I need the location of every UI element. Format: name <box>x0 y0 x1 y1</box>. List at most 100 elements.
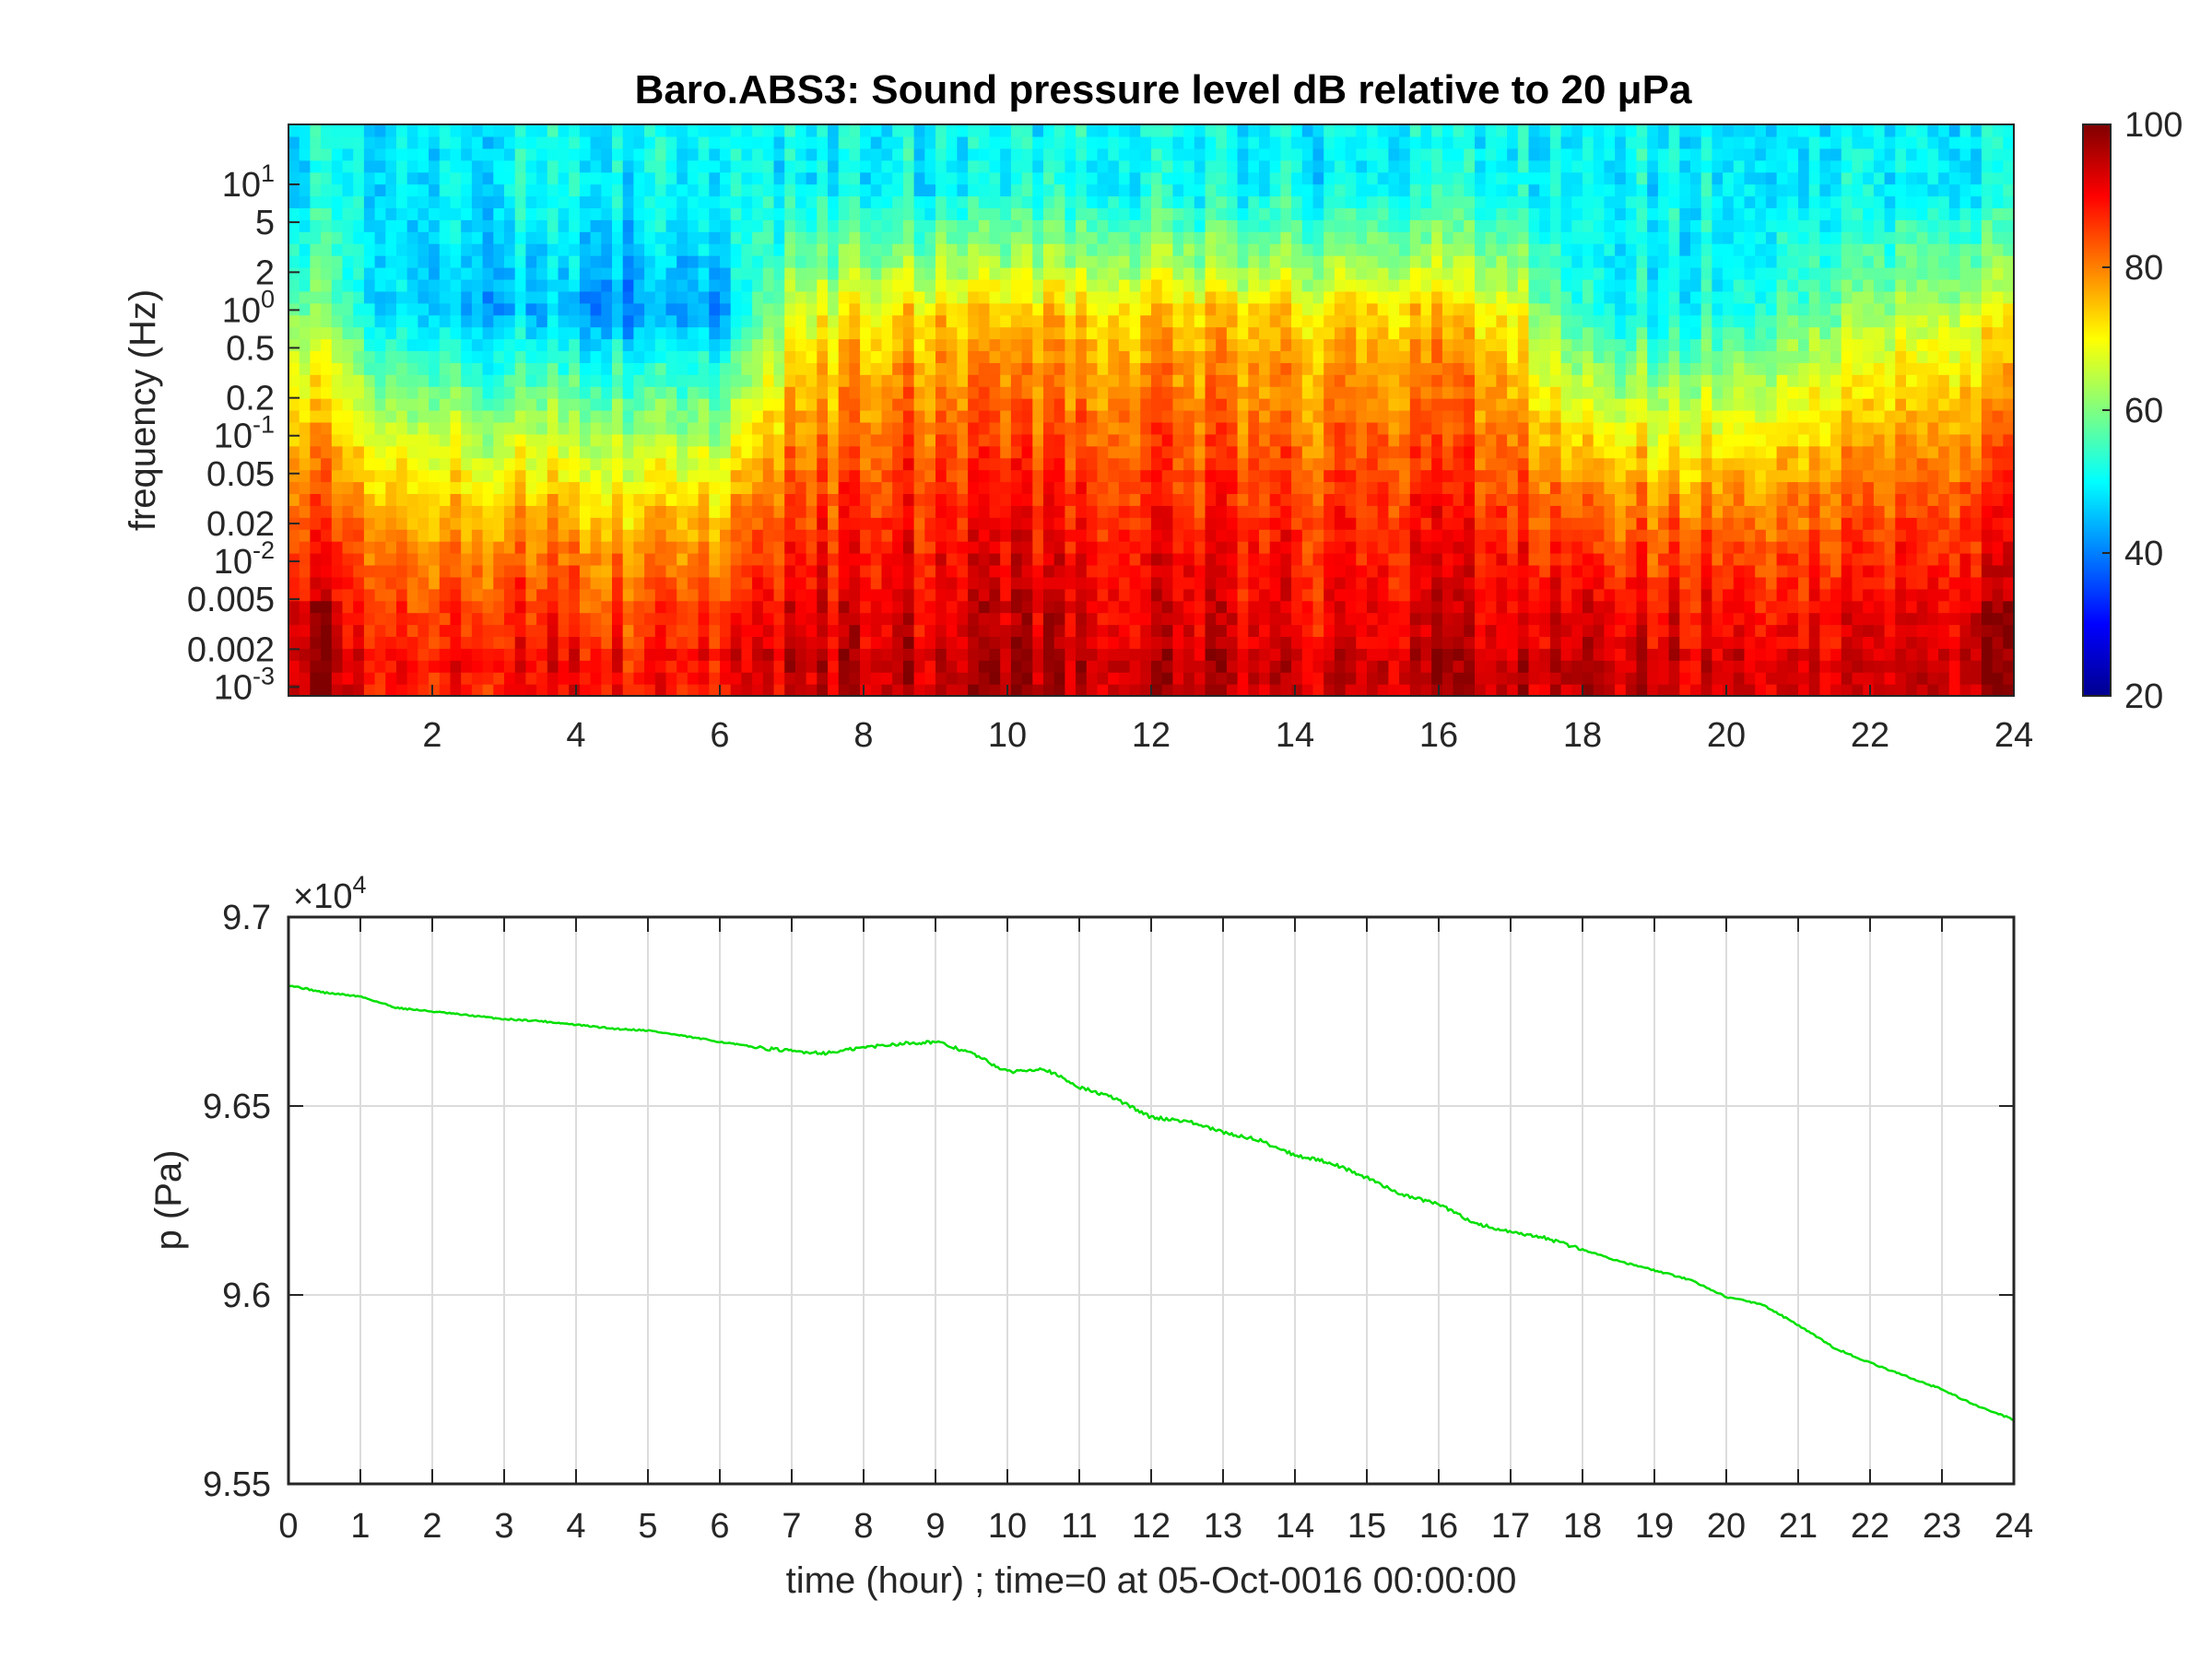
heatmap-cell <box>482 374 494 387</box>
heatmap-cell <box>838 648 850 661</box>
heatmap-cell <box>471 326 484 340</box>
heatmap-cell <box>978 195 991 209</box>
heatmap-cell <box>385 314 397 328</box>
heatmap-cell <box>1172 183 1184 197</box>
heatmap-cell <box>504 267 516 280</box>
heatmap-cell <box>698 588 710 602</box>
heatmap-cell <box>828 362 840 375</box>
heatmap-cell <box>1076 421 1088 435</box>
heatmap-cell <box>946 493 958 506</box>
heatmap-cell <box>817 243 829 256</box>
heatmap-cell <box>741 338 753 352</box>
heatmap-cell <box>461 457 473 471</box>
heatmap-cell <box>1388 290 1400 304</box>
heatmap-cell <box>579 600 592 614</box>
heatmap-cell <box>1172 147 1184 161</box>
heatmap-cell <box>1032 171 1044 185</box>
heatmap-cell <box>806 469 818 483</box>
heatmap-cell <box>601 576 613 590</box>
heatmap-cell <box>1237 255 1249 268</box>
heatmap-cell <box>709 410 721 423</box>
heatmap-cell <box>288 553 300 566</box>
heatmap-cell <box>1086 505 1099 518</box>
heatmap-cell <box>622 243 634 256</box>
heatmap-cell <box>902 159 915 173</box>
heatmap-cell <box>806 505 818 518</box>
heatmap-cell <box>450 374 462 387</box>
heatmap-cell <box>1140 493 1152 506</box>
heatmap-cell <box>762 588 775 602</box>
heatmap-cell <box>1076 636 1088 649</box>
heatmap-cell <box>633 171 645 185</box>
heatmap-cell <box>902 529 915 542</box>
heatmap-cell <box>946 231 958 244</box>
heatmap-cell <box>569 171 581 185</box>
heatmap-cell <box>288 421 300 435</box>
heatmap-cell <box>299 410 311 423</box>
heatmap-cell <box>363 135 376 149</box>
heatmap-cell <box>687 374 700 387</box>
heatmap-cell <box>471 278 484 292</box>
heatmap-cell <box>924 684 936 697</box>
heatmap-cell <box>299 135 311 149</box>
heatmap-cell <box>514 564 526 578</box>
heatmap-cell <box>1237 207 1249 220</box>
heatmap-cell <box>429 576 441 590</box>
heatmap-cell <box>374 576 386 590</box>
heatmap-cell <box>817 410 829 423</box>
heatmap-cell <box>989 553 1001 566</box>
heatmap-cell <box>321 576 333 590</box>
heatmap-cell <box>794 124 807 137</box>
heatmap-cell <box>461 207 473 220</box>
heatmap-cell <box>342 278 354 292</box>
heatmap-cell <box>968 183 980 197</box>
heatmap-cell <box>806 564 818 578</box>
heatmap-cell <box>321 219 333 232</box>
heatmap-cell <box>525 290 537 304</box>
heatmap-cell <box>1172 231 1184 244</box>
heatmap-cell <box>1118 600 1131 614</box>
heatmap-cell <box>892 445 904 459</box>
heatmap-cell <box>1151 255 1163 268</box>
heatmap-cell <box>935 660 947 673</box>
heatmap-cell <box>1367 588 1379 602</box>
heatmap-cell <box>1086 147 1099 161</box>
heatmap-cell <box>978 481 991 495</box>
heatmap-cell <box>709 576 721 590</box>
heatmap-cell <box>1108 684 1120 697</box>
heatmap-cell <box>590 398 602 411</box>
heatmap-cell <box>838 684 850 697</box>
heatmap-cell <box>817 624 829 638</box>
heatmap-cell <box>946 588 958 602</box>
heatmap-cell <box>1226 421 1239 435</box>
heatmap-cell <box>1312 231 1324 244</box>
heatmap-cell <box>644 159 656 173</box>
heatmap-cell <box>504 588 516 602</box>
heatmap-cell <box>1086 457 1099 471</box>
heatmap-cell <box>1388 243 1400 256</box>
heatmap-cell <box>1280 636 1292 649</box>
heatmap-cell <box>514 588 526 602</box>
heatmap-cell <box>989 195 1001 209</box>
heatmap-cell <box>698 278 710 292</box>
heatmap-cell <box>353 636 365 649</box>
heatmap-cell <box>1280 576 1292 590</box>
heatmap-cell <box>321 207 333 220</box>
heatmap-cell <box>1312 433 1324 447</box>
heatmap-cell <box>1000 672 1012 685</box>
heatmap-cell <box>461 314 473 328</box>
heatmap-cell <box>828 207 840 220</box>
heatmap-cell <box>1118 672 1131 685</box>
heatmap-cell <box>1312 564 1324 578</box>
heatmap-cell <box>1399 255 1411 268</box>
heatmap-cell <box>1076 183 1088 197</box>
heatmap-cell <box>471 195 484 209</box>
heatmap-cell <box>1053 171 1065 185</box>
heatmap-cell <box>698 171 710 185</box>
heatmap-cell <box>1053 505 1065 518</box>
heatmap-cell <box>482 195 494 209</box>
heatmap-cell <box>849 338 861 352</box>
heatmap-cell <box>385 278 397 292</box>
heatmap-cell <box>482 493 494 506</box>
heatmap-cell <box>1291 684 1303 697</box>
